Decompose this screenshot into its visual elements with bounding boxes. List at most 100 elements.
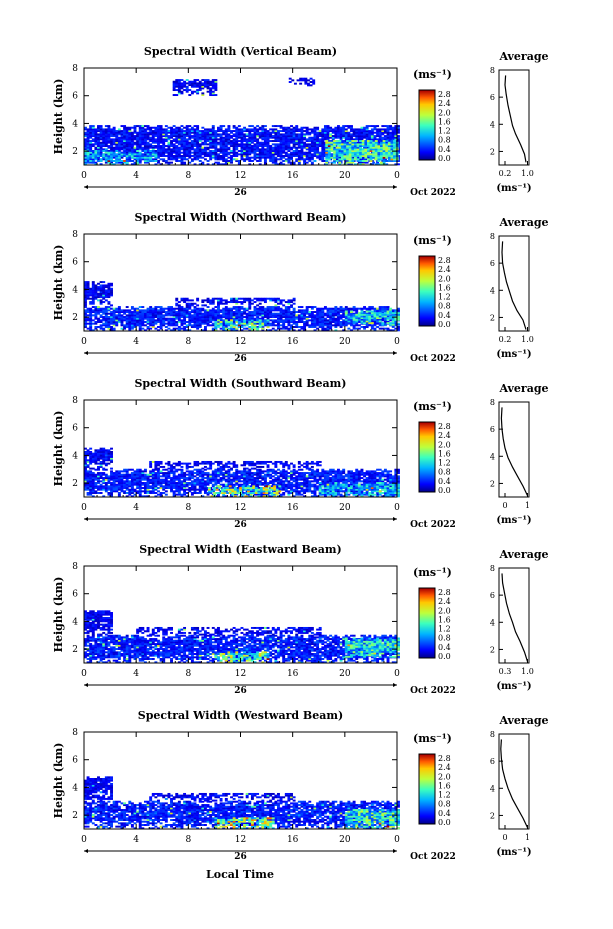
heatmap-cell [292,319,296,322]
heatmap-cell [175,155,179,157]
heatmap-cell [217,312,220,315]
heatmap-cell [206,143,210,146]
heatmap-cell [157,125,160,128]
heatmap-cell [245,317,249,320]
heatmap-cell [219,163,223,166]
heatmap-cell [170,324,173,327]
heatmap-cell [297,146,301,149]
heatmap-cell [143,151,147,154]
heatmap-cell [201,126,205,129]
heatmap-cell [154,140,158,143]
heatmap-cell [201,151,205,154]
heatmap-cell [359,140,363,143]
heatmap-cell [316,317,320,320]
heatmap-cell [123,148,127,151]
heatmap-cell [352,313,356,316]
heatmap-cell [162,153,166,156]
heatmap-cell [227,317,231,320]
heatmap-cell [209,155,213,157]
heatmap-cell [284,151,288,154]
heatmap-cell [227,133,231,136]
heatmap-cell [339,135,343,138]
heatmap-cell [243,309,247,312]
heatmap-cell [230,130,233,133]
heatmap-cell [263,136,267,139]
heatmap-cell [201,309,205,312]
heatmap-cell [206,80,210,83]
colorbar-segment [419,106,435,108]
heatmap-cell [91,125,95,128]
heatmap-cell [206,306,210,309]
heatmap-cell [185,130,189,133]
heatmap-cell [232,321,236,323]
heatmap-cell [136,145,140,148]
heatmap-cell [297,130,301,133]
heatmap-cell [318,324,322,327]
heatmap-cell [201,321,205,323]
heatmap-cell [172,80,176,83]
heatmap-cell [180,160,184,162]
heatmap-cell [305,146,309,149]
heatmap-cell [146,317,150,320]
heatmap-cell [282,133,286,136]
heatmap-cell [138,131,142,134]
heatmap-cell [138,148,142,151]
heatmap-cell [368,324,372,327]
x-tick-label: 16 [287,171,299,181]
heatmap-cell [351,161,355,164]
heatmap-cell [348,158,352,161]
heatmap-cell [170,161,173,164]
heatmap-cell [271,131,275,134]
heatmap-cell [206,321,210,323]
heatmap-cell [290,317,293,320]
heatmap-cell [117,161,121,164]
heatmap-cell [353,141,357,144]
heatmap-cell [374,143,378,146]
heatmap-cell [154,311,158,314]
heatmap-cell [365,161,369,164]
colorbar-segment [419,278,435,280]
heatmap-cell [136,125,140,128]
heatmap-cell [172,128,176,131]
heatmap-cell [232,138,236,141]
heatmap-cell [347,317,351,320]
heatmap-cell [321,321,325,323]
heatmap-cell [337,317,340,320]
heatmap-cell [282,326,286,328]
heatmap-cell [300,126,304,129]
heatmap-cell [89,126,93,129]
heatmap-cell [117,136,121,139]
heatmap-cell [321,327,325,330]
x-tick-label: 8 [185,337,191,347]
heatmap-cell [107,324,111,327]
heatmap-cell [343,148,347,151]
heatmap-cell [149,143,153,146]
heatmap-cell [316,140,320,143]
heatmap-cell [209,151,213,154]
colorbar-tick-label: 1.6 [438,117,451,126]
heatmap-cell [279,140,283,143]
heatmap-cell [344,128,348,131]
heatmap-cell [377,145,381,148]
heatmap-cell [102,140,106,143]
heatmap-cell [292,150,296,152]
heatmap-cell [397,160,400,162]
heatmap-cell [261,321,265,323]
heatmap-cell [188,153,192,156]
heatmap-cell [235,317,239,320]
heatmap-cell [333,140,337,143]
heatmap-cell [159,153,163,156]
heatmap-cell [323,312,327,315]
heatmap-cell [125,133,129,136]
heatmap-cell [303,138,307,141]
heatmap-cell [175,327,179,330]
heatmap-cell [292,311,296,314]
heatmap-cell [91,329,95,332]
heatmap-cell [288,77,292,80]
heatmap-cell [157,161,160,164]
heatmap-cell [190,146,194,149]
heatmap-cell [261,128,265,131]
heatmap-cell [250,136,254,139]
heatmap-cell [263,311,267,314]
heatmap-cell [102,133,106,136]
